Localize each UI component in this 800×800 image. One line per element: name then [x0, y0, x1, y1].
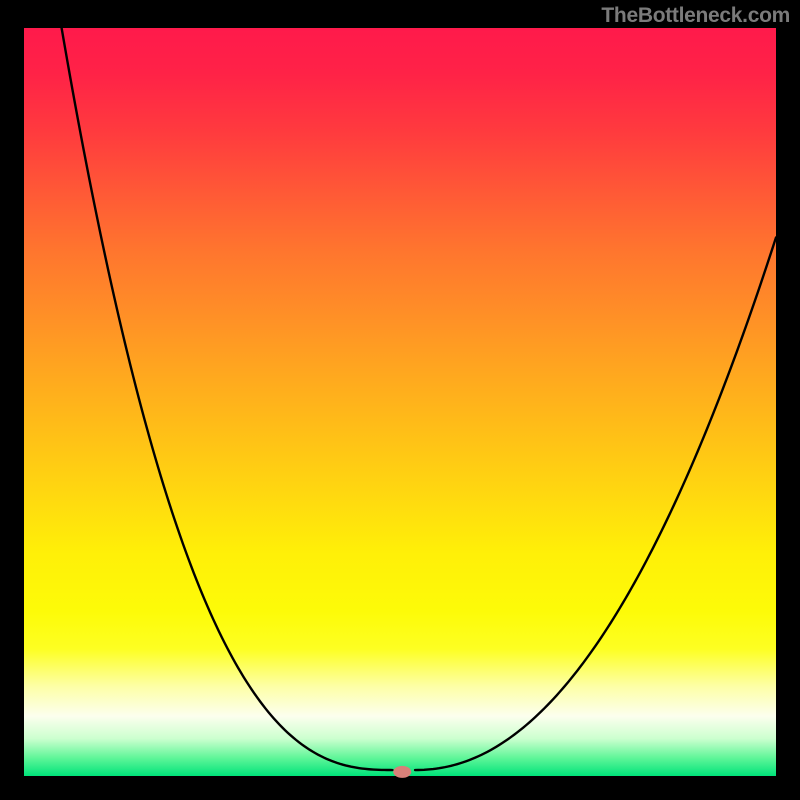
chart-container: TheBottleneck.com	[0, 0, 800, 800]
plot-background	[24, 28, 776, 776]
chart-svg	[0, 0, 800, 800]
dip-marker	[393, 766, 411, 778]
